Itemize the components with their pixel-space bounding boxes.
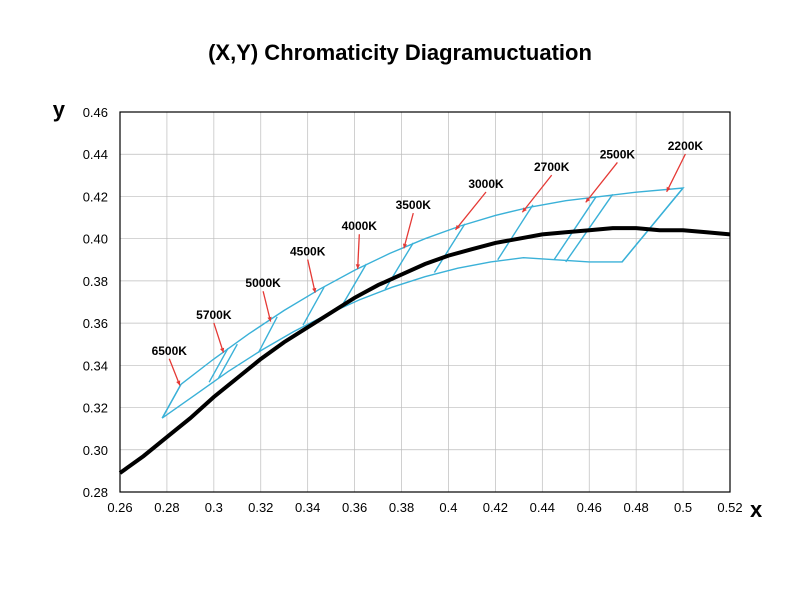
y-tick-label: 0.38 — [83, 274, 108, 289]
x-tick-label: 0.46 — [577, 500, 602, 515]
y-tick-label: 0.32 — [83, 401, 108, 416]
y-tick-label: 0.46 — [83, 105, 108, 120]
x-tick-label: 0.52 — [717, 500, 742, 515]
y-tick-label: 0.28 — [83, 485, 108, 500]
y-axis-label: y — [53, 97, 66, 122]
x-tick-label: 0.42 — [483, 500, 508, 515]
y-tick-label: 0.44 — [83, 147, 108, 162]
cct-label: 3500K — [396, 198, 432, 212]
cct-label: 3000K — [468, 177, 504, 191]
x-tick-label: 0.34 — [295, 500, 320, 515]
y-tick-label: 0.42 — [83, 189, 108, 204]
x-tick-label: 0.5 — [674, 500, 692, 515]
x-tick-label: 0.36 — [342, 500, 367, 515]
y-tick-label: 0.40 — [83, 232, 108, 247]
x-tick-label: 0.4 — [439, 500, 457, 515]
y-tick-label: 0.36 — [83, 316, 108, 331]
chromaticity-chart: (X,Y) Chromaticity Diagramuctuation0.260… — [0, 0, 800, 600]
cct-label: 4500K — [290, 245, 326, 259]
cct-label: 2700K — [534, 160, 570, 174]
cct-label: 4000K — [342, 219, 378, 233]
x-tick-label: 0.28 — [154, 500, 179, 515]
x-tick-label: 0.32 — [248, 500, 273, 515]
cct-label: 5000K — [245, 276, 281, 290]
cct-label: 2500K — [600, 147, 636, 161]
y-tick-label: 0.34 — [83, 358, 108, 373]
chart-title: (X,Y) Chromaticity Diagramuctuation — [208, 40, 592, 65]
cct-label: 6500K — [152, 344, 188, 358]
y-tick-label: 0.30 — [83, 443, 108, 458]
x-tick-label: 0.38 — [389, 500, 414, 515]
cct-label: 5700K — [196, 308, 232, 322]
x-axis-label: x — [750, 497, 763, 522]
x-tick-label: 0.44 — [530, 500, 555, 515]
x-tick-label: 0.3 — [205, 500, 223, 515]
cct-label: 2200K — [668, 139, 704, 153]
x-tick-label: 0.48 — [623, 500, 648, 515]
x-tick-label: 0.26 — [107, 500, 132, 515]
